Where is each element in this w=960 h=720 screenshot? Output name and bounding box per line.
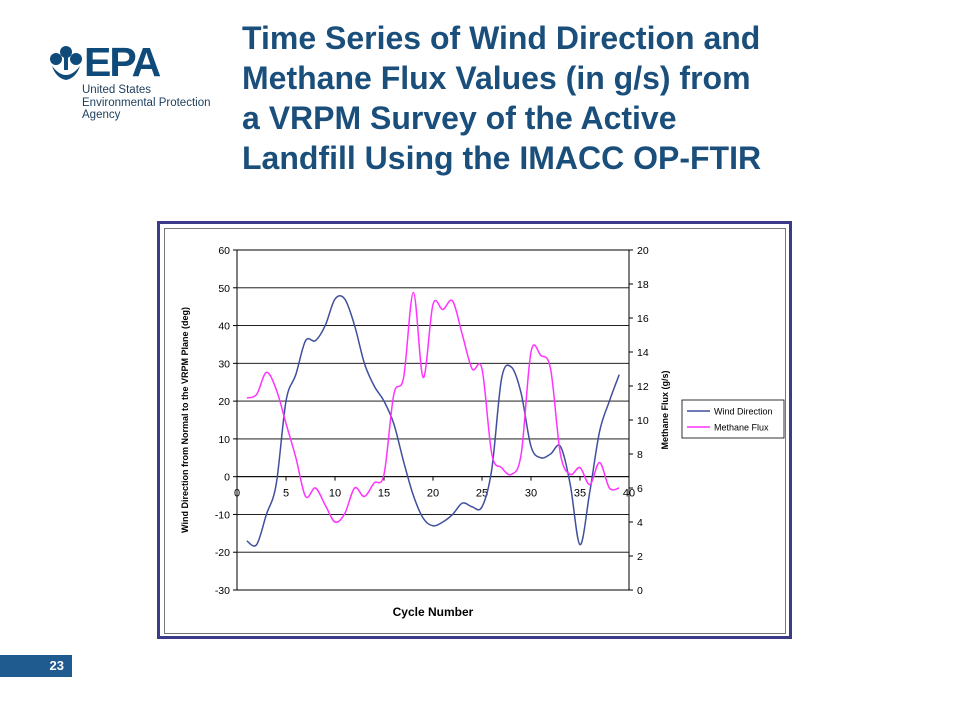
y-tick-label-left: -30 <box>215 585 230 597</box>
y-tick-label-right: 2 <box>637 551 643 563</box>
y-tick-label-left: 30 <box>218 358 230 370</box>
y-tick-label-left: 60 <box>218 245 230 257</box>
y-tick-label-left: 50 <box>218 283 230 295</box>
y-axis-title-left: Wind Direction from Normal to the VRPM P… <box>180 307 190 533</box>
epa-flower-icon <box>50 46 82 80</box>
x-tick-label: 35 <box>574 488 586 500</box>
x-tick-label: 40 <box>623 488 635 500</box>
epa-logo: EPA United States Environmental Protecti… <box>48 40 238 124</box>
legend-box <box>681 399 785 439</box>
methane-flux-line <box>246 291 620 524</box>
y-tick-label-right: 4 <box>637 517 643 529</box>
epa-wordmark: EPA <box>84 39 161 85</box>
x-tick-label: 0 <box>234 488 240 500</box>
wind-direction-line <box>246 295 620 547</box>
x-axis-title: Cycle Number <box>393 605 474 619</box>
x-tick-label: 20 <box>427 488 439 500</box>
y-tick-label-left: 0 <box>224 472 230 484</box>
x-tick-label: 15 <box>378 488 390 500</box>
y-tick-label-right: 10 <box>637 415 649 427</box>
org-line: United States <box>82 84 152 96</box>
y-tick-label-right: 6 <box>637 483 643 495</box>
y-tick-label-right: 0 <box>637 585 643 597</box>
y-tick-label-right: 8 <box>637 449 643 461</box>
page-number-badge: 23 <box>0 655 72 677</box>
y-tick-label-right: 20 <box>637 245 649 257</box>
y-tick-label-left: 20 <box>218 396 230 408</box>
org-line: Agency <box>82 109 121 121</box>
y-tick-label-left: -20 <box>215 547 230 559</box>
page-number: 23 <box>49 658 64 673</box>
y-tick-label-right: 16 <box>637 313 649 325</box>
y-tick-label-right: 12 <box>637 381 649 393</box>
title-line: Time Series of Wind Direction and <box>242 20 761 56</box>
legend-entry: Wind Direction <box>714 407 773 417</box>
y-tick-label-right: 14 <box>637 347 649 359</box>
slide-title: Time Series of Wind Direction and Methan… <box>242 18 862 178</box>
x-tick-label: 10 <box>329 488 341 500</box>
x-tick-label: 30 <box>525 488 537 500</box>
x-tick-label: 5 <box>283 488 289 500</box>
org-line: Environmental Protection <box>82 96 211 109</box>
y-tick-label-left: 40 <box>218 321 230 333</box>
title-line: Methane Flux Values (in g/s) from <box>242 60 751 96</box>
epa-org-name: United States Environmental Protection A… <box>82 84 210 122</box>
title-line: a VRPM Survey of the Active <box>242 100 677 136</box>
y-tick-label-left: 10 <box>218 434 230 446</box>
legend-entry: Methane Flux <box>714 423 769 433</box>
y-axis-title-right: Methane Flux (g/s) <box>660 370 670 449</box>
x-tick-label: 25 <box>476 488 488 500</box>
y-tick-label-left: -10 <box>215 509 230 521</box>
y-tick-label-right: 18 <box>637 279 649 291</box>
title-line: Landfill Using the IMACC OP-FTIR <box>242 140 762 176</box>
